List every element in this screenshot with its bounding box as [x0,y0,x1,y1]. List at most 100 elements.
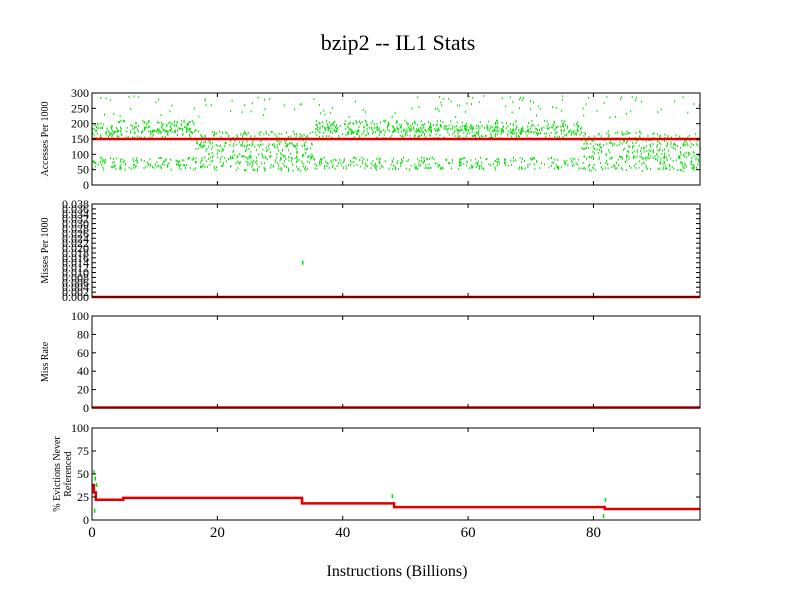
data-point [336,127,338,130]
data-point [316,126,318,129]
y-tick-label: 25 [77,490,89,504]
data-point [210,160,212,163]
data-point [563,159,565,162]
data-point [659,134,661,137]
data-point [452,127,454,130]
data-point [93,134,95,137]
data-point [158,128,160,131]
data-point [689,139,691,142]
data-point [153,129,155,132]
data-point [305,168,307,171]
data-point [109,131,111,134]
data-point [196,141,198,144]
data-point [166,130,168,133]
data-point [314,163,316,166]
data-point [592,150,594,153]
data-point [365,164,367,167]
data-point [471,135,473,137]
data-point [243,155,245,158]
data-point [650,155,652,158]
data-point [101,163,103,166]
data-point [469,125,471,128]
data-point [627,155,629,158]
data-point [388,129,390,132]
data-point [221,155,223,158]
data-point [327,123,328,126]
data-point [168,162,170,165]
data-point [126,130,128,133]
data-point [613,164,615,167]
data-point [562,95,564,98]
data-point [472,125,474,128]
data-point [533,157,535,160]
data-point [237,160,239,163]
data-point [111,127,113,130]
data-point [159,130,161,133]
data-point [598,156,600,159]
data-point [674,148,676,151]
data-point [598,144,600,147]
data-point [409,168,411,171]
data-point [481,161,483,164]
data-point [500,130,502,133]
data-point [451,161,453,164]
data-point [645,158,647,161]
data-point [671,165,673,168]
data-point [527,128,529,131]
y-axis-label-line: % Evictions Never [52,436,63,512]
data-point [561,119,563,122]
data-point [110,132,112,135]
data-point [102,161,104,164]
data-point [568,130,570,133]
data-point [221,148,223,151]
data-point [417,129,419,132]
data-point [603,101,605,104]
data-point [110,132,112,135]
data-point [265,146,267,149]
data-point [609,141,611,144]
data-point [350,131,352,134]
data-point [161,167,162,170]
data-point [135,165,137,168]
data-point [100,133,102,136]
data-point [190,131,192,134]
data-point [607,167,609,170]
data-point [428,121,430,124]
data-point [584,148,586,150]
data-point [556,126,558,129]
data-point [265,156,267,159]
data-point [663,140,665,142]
data-point [670,141,672,144]
data-point [387,125,388,127]
data-point [420,134,422,136]
data-point [643,157,645,160]
data-point [119,167,121,170]
data-point [100,160,102,163]
data-point [428,134,430,137]
data-point [208,152,210,155]
data-point [665,167,667,170]
data-point [120,130,121,133]
data-point [347,131,349,134]
data-point [156,165,158,168]
data-point [466,164,468,167]
data-point [608,134,610,137]
data-point [171,131,173,133]
data-point [632,141,634,144]
data-point [115,168,117,171]
data-point [541,127,543,130]
data-point [380,121,382,124]
data-point [372,131,374,133]
data-point [691,167,693,170]
data-point [262,143,264,146]
data-point [201,157,203,160]
data-point [318,104,320,107]
data-point [576,120,578,123]
data-point [383,120,385,123]
data-point [486,158,488,160]
data-point [365,162,366,165]
data-point [121,158,123,161]
data-point [186,129,188,132]
data-point [465,124,466,127]
